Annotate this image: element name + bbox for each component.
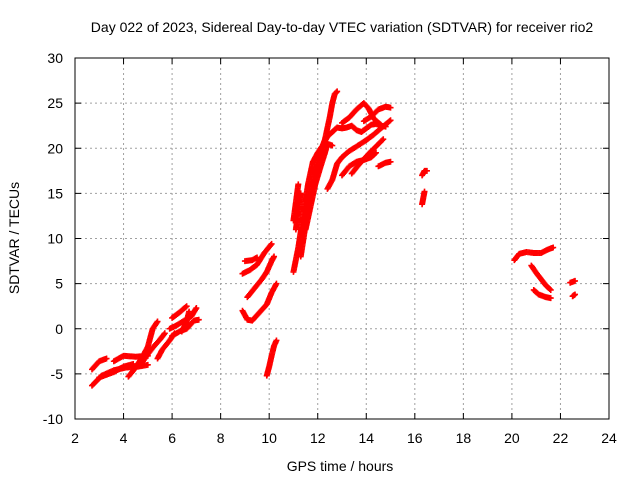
data-track bbox=[239, 280, 280, 324]
data-point bbox=[195, 316, 202, 323]
data-track bbox=[419, 167, 430, 179]
data-track bbox=[348, 136, 387, 177]
data-point bbox=[376, 120, 383, 127]
data-point bbox=[387, 117, 394, 124]
data-track bbox=[88, 355, 110, 373]
data-point bbox=[377, 121, 384, 128]
data-track bbox=[292, 190, 304, 233]
data-point bbox=[379, 137, 386, 144]
data-track bbox=[375, 158, 394, 170]
data-point bbox=[295, 181, 302, 188]
grid bbox=[75, 58, 609, 419]
data-point bbox=[186, 308, 193, 315]
data-track bbox=[302, 140, 336, 233]
y-tick-label: -10 bbox=[43, 411, 63, 427]
data-track bbox=[360, 103, 394, 125]
x-axis-label: GPS time / hours bbox=[287, 458, 394, 474]
data-point bbox=[103, 355, 110, 362]
y-tick-label: 25 bbox=[47, 95, 63, 111]
data-point bbox=[423, 167, 430, 174]
data-point bbox=[333, 89, 340, 96]
data-point bbox=[372, 149, 379, 156]
data-point bbox=[273, 280, 280, 287]
data-track bbox=[528, 262, 554, 293]
data-track bbox=[166, 304, 200, 332]
data-point bbox=[372, 150, 379, 157]
data-point bbox=[193, 304, 200, 311]
y-axis-label: SDTVAR / TECUs bbox=[6, 182, 22, 294]
y-tick-label: 30 bbox=[47, 50, 63, 66]
chart-title: Day 022 of 2023, Sidereal Day-to-day VTE… bbox=[91, 19, 594, 35]
data-track bbox=[263, 337, 280, 379]
x-tick-label: 22 bbox=[553, 430, 569, 446]
data-point bbox=[182, 304, 189, 311]
data-point bbox=[546, 286, 553, 293]
data-point bbox=[421, 188, 428, 195]
x-tick-label: 18 bbox=[456, 430, 472, 446]
data-track bbox=[324, 117, 394, 192]
data-track bbox=[125, 318, 161, 380]
x-tick-label: 20 bbox=[504, 430, 520, 446]
y-tick-label: 10 bbox=[47, 231, 63, 247]
data-point bbox=[183, 303, 190, 310]
data-point bbox=[161, 331, 167, 338]
data-track bbox=[169, 303, 190, 321]
y-tick-label: -5 bbox=[51, 366, 64, 382]
y-tick-label: 15 bbox=[47, 185, 63, 201]
x-tick-label: 16 bbox=[407, 430, 423, 446]
data-point bbox=[161, 330, 168, 337]
data-point bbox=[267, 242, 274, 249]
data-point bbox=[254, 254, 261, 261]
data-point bbox=[271, 253, 278, 260]
data-track bbox=[241, 254, 261, 265]
data-track bbox=[178, 308, 193, 335]
data-point bbox=[547, 295, 554, 302]
data-track bbox=[244, 253, 278, 301]
data-point bbox=[329, 142, 336, 149]
data-track bbox=[567, 277, 579, 286]
data-point bbox=[572, 277, 579, 284]
y-tick-label: 0 bbox=[55, 321, 63, 337]
data-track bbox=[419, 188, 428, 208]
data-point bbox=[268, 240, 275, 247]
data-track bbox=[137, 330, 168, 368]
data-point bbox=[387, 158, 394, 165]
data-point bbox=[386, 118, 393, 125]
x-tick-label: 6 bbox=[168, 430, 176, 446]
x-tick-label: 4 bbox=[120, 430, 128, 446]
x-tick-label: 8 bbox=[217, 430, 225, 446]
y-tick-label: 5 bbox=[55, 276, 63, 292]
data-point bbox=[297, 190, 304, 197]
data-point bbox=[547, 286, 554, 293]
data-point bbox=[572, 291, 579, 298]
data-track bbox=[569, 291, 579, 300]
data-point bbox=[144, 361, 151, 368]
y-tick-label: 20 bbox=[47, 140, 63, 156]
x-tick-label: 24 bbox=[601, 430, 617, 446]
data-track bbox=[530, 286, 554, 302]
x-tick-label: 14 bbox=[358, 430, 374, 446]
data-points bbox=[88, 88, 579, 389]
data-point bbox=[387, 104, 394, 111]
data-point bbox=[550, 244, 557, 251]
data-point bbox=[334, 88, 341, 95]
data-point bbox=[380, 136, 387, 143]
data-track bbox=[96, 360, 137, 381]
data-track bbox=[239, 240, 275, 277]
x-tick-label: 12 bbox=[310, 430, 326, 446]
data-point bbox=[273, 337, 280, 344]
x-tick-label: 10 bbox=[261, 430, 277, 446]
data-track bbox=[511, 244, 557, 264]
x-tick-label: 2 bbox=[71, 430, 79, 446]
data-track bbox=[290, 120, 389, 275]
data-point bbox=[154, 318, 161, 325]
